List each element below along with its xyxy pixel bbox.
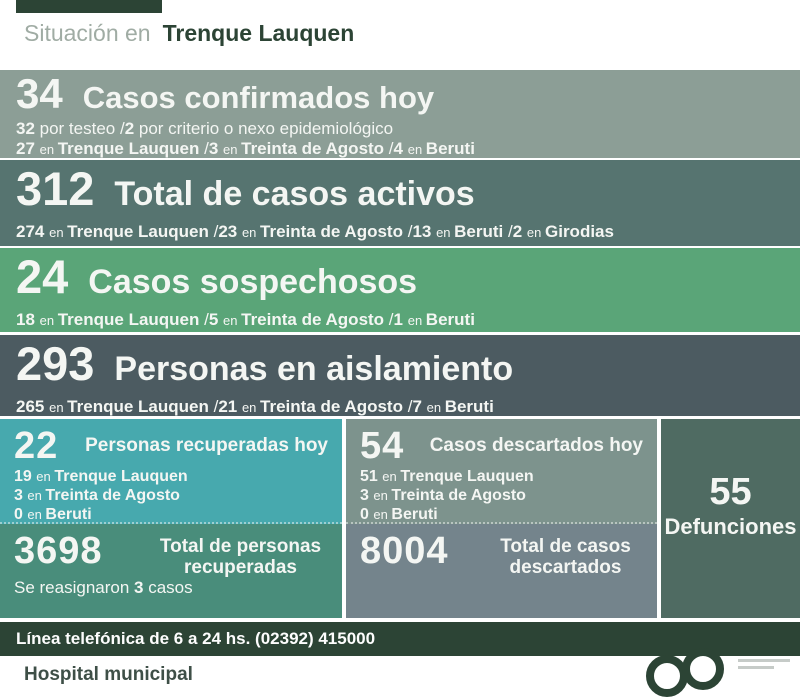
recuperadas-hoy-line-beruti: 0 en Beruti: [14, 506, 92, 523]
column-defunciones: 55 Defunciones: [661, 419, 800, 618]
defunciones-label: Defunciones: [664, 513, 797, 539]
descartados-hoy-line-beruti: 0 en Beruti: [360, 506, 438, 523]
activos-head: 312 Total de casos activos: [16, 162, 784, 221]
page-title: Situación en Trenque Lauquen: [24, 20, 354, 47]
municipal-logo-ring-icon: [646, 655, 688, 697]
recuperadas-hoy-count: 22: [14, 425, 59, 467]
descartados-hoy-line-tda: 3 en Treinta de Agosto: [360, 487, 526, 504]
confirmados-detail-testeo: 32 por testeo /2 por criterio o nexo epi…: [16, 119, 394, 138]
confirmados-count: 34: [16, 70, 63, 117]
hospital-label: Hospital municipal: [24, 664, 193, 685]
recuperadas-hoy-head: 22 Personas recuperadas hoy: [14, 425, 328, 467]
confirmados-detail-localidades: 27 en Trenque Lauquen /3 en Treinta de A…: [16, 139, 475, 158]
phone-line-text: Línea telefónica de 6 a 24 hs. (02392) 4…: [16, 629, 376, 648]
column-descartados: 54 Casos descartados hoy 51 en Trenque L…: [346, 419, 657, 618]
recuperadas-hoy-title: Personas recuperadas hoy: [85, 435, 328, 456]
total-recuperadas-head: 3698 Total de personas recuperadas: [14, 530, 328, 578]
descartados-hoy-title: Casos descartados hoy: [429, 435, 643, 456]
panel-descartados-hoy: 54 Casos descartados hoy 51 en Trenque L…: [346, 419, 657, 524]
title-prefix: Situación en: [24, 20, 151, 46]
panel-recuperadas-hoy: 22 Personas recuperadas hoy 19 en Trenqu…: [0, 419, 342, 524]
logo-caption-mark: [738, 659, 790, 662]
summary-grid: 22 Personas recuperadas hoy 19 en Trenqu…: [0, 419, 800, 618]
page-header: Situación en Trenque Lauquen: [0, 0, 800, 70]
title-location: Trenque Lauquen: [162, 20, 355, 46]
confirmados-title: Casos confirmados hoy: [82, 80, 435, 115]
panel-total-descartados: 8004 Total de casos descartados: [346, 524, 657, 618]
logo-caption-mark: [738, 666, 774, 669]
column-recuperadas: 22 Personas recuperadas hoy 19 en Trenqu…: [0, 419, 342, 618]
total-recuperadas-count: 3698: [14, 530, 103, 572]
header-accent-bar: [16, 0, 162, 13]
sospechosos-count: 24: [16, 250, 69, 303]
total-recuperadas-note: Se reasignaron 3 casos: [14, 578, 193, 597]
phone-line-bar: Línea telefónica de 6 a 24 hs. (02392) 4…: [0, 622, 800, 656]
confirmados-head: 34 Casos confirmados hoy: [16, 73, 784, 119]
recuperadas-hoy-line-tda: 3 en Treinta de Agosto: [14, 487, 180, 504]
activos-count: 312: [16, 162, 95, 215]
defunciones-count: 55: [709, 470, 752, 513]
aislamiento-detail-localidades: 265 en Trenque Lauquen /21 en Treinta de…: [16, 397, 494, 416]
descartados-hoy-count: 54: [360, 425, 405, 467]
row-personas-aislamiento: 293 Personas en aislamiento 265 en Trenq…: [0, 335, 800, 416]
total-descartados-head: 8004 Total de casos descartados: [360, 530, 643, 578]
activos-detail-localidades: 274 en Trenque Lauquen /23 en Treinta de…: [16, 222, 614, 241]
recuperadas-hoy-line-tl: 19 en Trenque Lauquen: [14, 468, 188, 485]
aislamiento-title: Personas en aislamiento: [114, 350, 514, 388]
total-recuperadas-title: Total de personas recuperadas: [159, 536, 322, 578]
row-casos-confirmados: 34 Casos confirmados hoy 32 por testeo /…: [0, 70, 800, 158]
sospechosos-head: 24 Casos sospechosos: [16, 250, 784, 309]
panel-total-recuperadas: 3698 Total de personas recuperadas Se re…: [0, 524, 342, 618]
total-descartados-title: Total de casos descartados: [500, 536, 631, 578]
municipal-logo-ring-icon: [682, 648, 724, 690]
descartados-hoy-head: 54 Casos descartados hoy: [360, 425, 643, 467]
sospechosos-detail-localidades: 18 en Trenque Lauquen /5 en Treinta de A…: [16, 310, 475, 329]
row-casos-activos: 312 Total de casos activos 274 en Trenqu…: [0, 160, 800, 246]
aislamiento-head: 293 Personas en aislamiento: [16, 337, 784, 396]
descartados-hoy-line-tl: 51 en Trenque Lauquen: [360, 468, 534, 485]
activos-title: Total de casos activos: [114, 175, 475, 213]
aislamiento-count: 293: [16, 337, 95, 390]
row-casos-sospechosos: 24 Casos sospechosos 18 en Trenque Lauqu…: [0, 248, 800, 332]
total-descartados-count: 8004: [360, 530, 449, 572]
sospechosos-title: Casos sospechosos: [88, 263, 418, 301]
panel-defunciones: 55 Defunciones: [661, 419, 800, 618]
